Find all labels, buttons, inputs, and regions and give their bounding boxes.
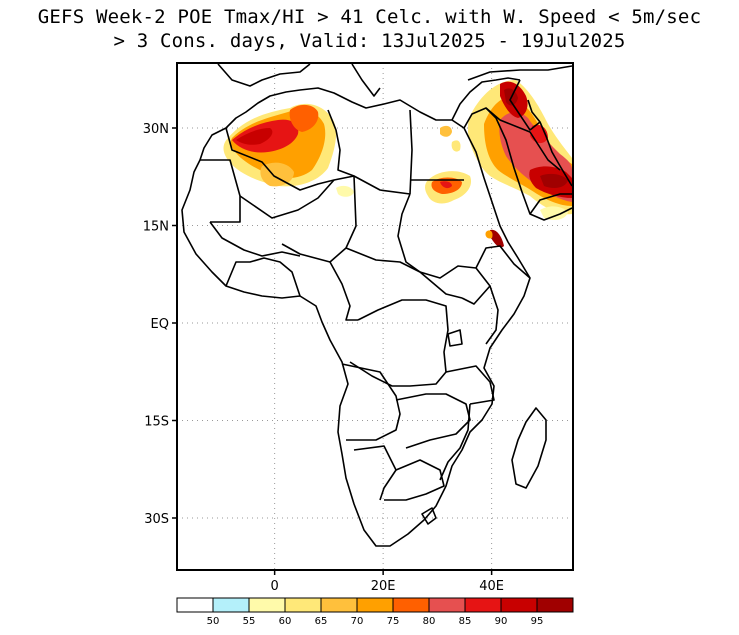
colorbar-swatch [212, 597, 250, 613]
border-tanzania [445, 365, 495, 405]
colorbar-label: 90 [495, 616, 508, 627]
border-zimbabwe-sa [384, 459, 445, 501]
coastlines-borders [181, 63, 573, 547]
shade-libya-small [336, 185, 354, 197]
lon-tick-label: 0 [271, 579, 279, 594]
border-mali [239, 179, 335, 219]
lat-tick-label: 15N [143, 220, 169, 235]
border-zambia [395, 393, 471, 449]
arabia-gulf-coast [527, 99, 573, 187]
shade-algeria-south [260, 162, 294, 187]
border-yemen [529, 193, 572, 215]
arabia-coast-red-sea [463, 107, 573, 221]
colorbar-swatch [356, 597, 394, 613]
colorbar-swatch [500, 597, 538, 613]
colorbar-swatch [320, 597, 358, 613]
border-namibia-botswana [353, 445, 397, 501]
lat-tick-label: EQ [151, 317, 169, 332]
colorbar-label: 70 [351, 616, 364, 627]
border-chad-sudan [397, 193, 421, 273]
shade-gulf-peak [540, 173, 568, 188]
border-lesotho [421, 507, 437, 525]
colorbar-label: 60 [279, 616, 292, 627]
colorbar-swatch [536, 597, 574, 613]
shade-nw-africa-core [236, 128, 273, 145]
border-car [345, 247, 463, 299]
shade-eritrea [490, 229, 504, 248]
colorbar-label: 95 [531, 616, 544, 627]
chart-title-line1: GEFS Week-2 POE Tmax/HI > 41 Celc. with … [37, 6, 702, 28]
shade-egypt-2 [451, 140, 461, 152]
colorbar-label: 65 [315, 616, 328, 627]
map-frame [176, 62, 574, 571]
axis-ticks: 30N 15N EQ 15S 30S 0 20E 40E [143, 122, 504, 594]
border-sahel [209, 221, 301, 257]
chart-title-line2: > 3 Cons. days, Valid: 13Jul2025 - 19Jul… [113, 30, 626, 52]
shade-egypt [440, 125, 452, 137]
border-south-sudan [419, 265, 491, 305]
border-saudi [485, 107, 561, 171]
colorbar-label: 55 [243, 616, 256, 627]
colorbar-swatch [248, 597, 286, 613]
border-morocco-algeria [225, 127, 411, 195]
turkey-coast [467, 65, 573, 81]
probability-shading [223, 80, 572, 248]
border-iraq [509, 79, 541, 131]
colorbar-label: 50 [207, 616, 220, 627]
colorbar-swatch [464, 597, 502, 613]
colorbar-label: 85 [459, 616, 472, 627]
border-congo [349, 299, 449, 387]
colorbar: 50 55 60 65 70 75 80 85 90 95 [176, 597, 574, 627]
lake-victoria [447, 329, 463, 347]
border-libya-egypt [409, 109, 413, 195]
colorbar-swatch [176, 597, 214, 613]
africa-coastline [181, 87, 531, 547]
border-nigeria-cameroon [329, 261, 358, 321]
lat-tick-label: 30S [144, 512, 169, 527]
shade-sudan-core [440, 181, 452, 189]
lat-tick-label: 30N [143, 122, 169, 137]
italy [351, 63, 381, 97]
lon-tick-label: 20E [371, 579, 396, 594]
colorbar-label: 75 [387, 616, 400, 627]
lat-tick-label: 15S [144, 415, 169, 430]
madagascar [511, 407, 547, 489]
border-algeria-libya [327, 109, 355, 177]
border-coastal-west [225, 257, 301, 297]
border-w-sahara [200, 159, 241, 223]
shade-algeria-north [289, 104, 319, 132]
colorbar-swatch [428, 597, 466, 613]
border-ethiopia [475, 245, 531, 279]
colorbar-swatch [392, 597, 430, 613]
colorbar-label: 80 [423, 616, 436, 627]
shade-eritrea-edge [485, 230, 493, 239]
lon-tick-label: 40E [479, 579, 504, 594]
iberia [217, 63, 311, 87]
border-mozambique [439, 403, 471, 481]
border-niger-chad [281, 175, 357, 263]
border-angola [341, 363, 401, 441]
colorbar-swatch [284, 597, 322, 613]
mediterranean-east [451, 77, 521, 121]
shade-yemen [540, 206, 568, 220]
border-kenya-somalia [485, 285, 499, 345]
